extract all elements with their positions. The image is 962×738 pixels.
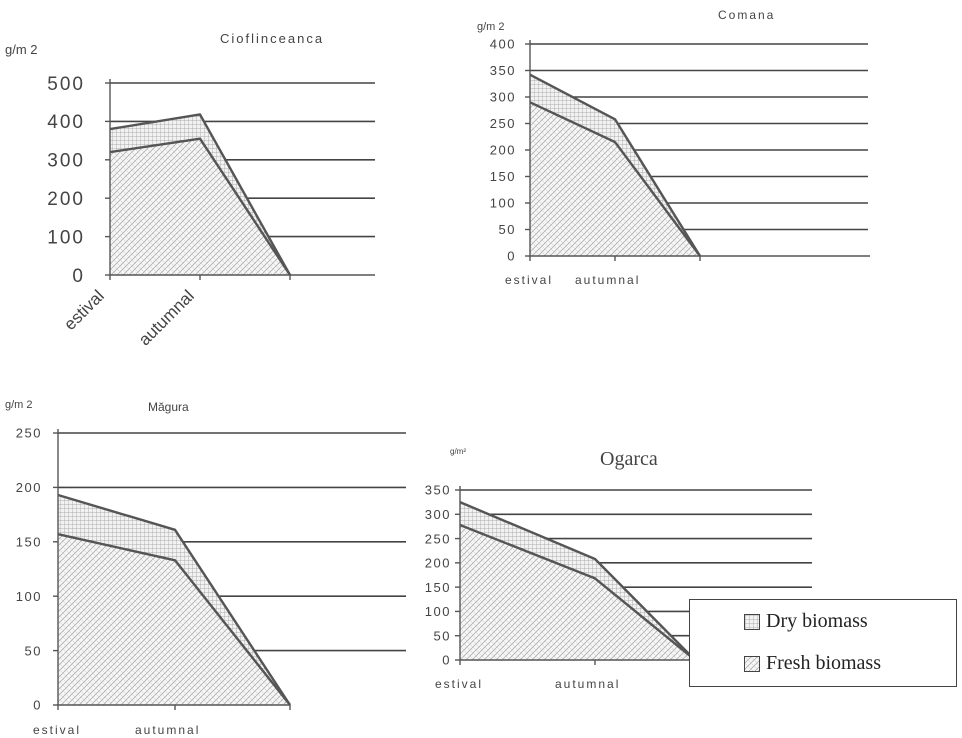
dry-biomass-line — [459, 501, 696, 661]
y-tick-label: 300 — [47, 151, 85, 172]
dry-biomass-area — [460, 502, 695, 660]
y-axis-label: g/m 2 — [477, 21, 505, 33]
y-tick-label: 250 — [16, 426, 42, 441]
y-tick-label: 400 — [47, 112, 85, 133]
y-tick-label: 200 — [47, 189, 85, 210]
y-tick-label: 0 — [33, 698, 42, 713]
x-category-label: autumnal — [135, 286, 198, 349]
chart-cioflinceanca: 0 100 200 300 400 500 estival autumnal Cioflince… — [5, 31, 375, 349]
y-tick-label: 350 — [490, 63, 516, 78]
chart-title: Cioflinceanca — [220, 31, 324, 46]
dry-biomass-line — [57, 493, 292, 706]
x-category-label: estival — [33, 723, 81, 737]
chart-comana: 0 50 100 150 200 250 300 350 400 estival autumnal C… — [477, 8, 870, 287]
y-tick-label: 500 — [47, 74, 85, 95]
chart-title: Comana — [718, 8, 775, 22]
y-tick-label: 50 — [499, 222, 516, 237]
fresh-biomass-line — [57, 533, 291, 706]
dry-biomass-area — [530, 74, 700, 257]
y-tick-label: 50 — [434, 628, 451, 643]
dry-biomass-line — [109, 113, 292, 276]
y-tick-label: 200 — [425, 556, 451, 571]
y-axis-label: g/m 2 — [5, 399, 33, 411]
y-tick-label: 400 — [490, 37, 516, 52]
y-tick-label: 100 — [16, 589, 42, 604]
fresh-biomass-area — [530, 102, 700, 256]
y-tick-label: 100 — [47, 227, 85, 248]
y-tick-label: 0 — [442, 653, 451, 668]
dry-biomass-line — [529, 73, 702, 257]
x-category-label: estival — [505, 273, 553, 287]
y-tick-label: 250 — [490, 116, 516, 131]
dry-biomass-area — [58, 495, 290, 705]
x-category-label: autumnal — [135, 723, 200, 737]
y-tick-label: 300 — [425, 507, 451, 522]
y-tick-label: 150 — [16, 534, 42, 549]
y-axis-label: g/m² — [450, 447, 466, 456]
fresh-biomass-line — [109, 137, 292, 276]
chart-title: Măgura — [148, 400, 189, 414]
legend: Dry biomass Fresh biomass — [689, 599, 957, 687]
dry-swatch — [744, 613, 760, 630]
y-tick-label: 300 — [490, 90, 516, 105]
fresh-swatch — [744, 655, 760, 672]
fresh-biomass-line — [459, 523, 696, 661]
legend-label-fresh: Fresh biomass — [766, 652, 881, 674]
legend-label-dry: Dry biomass — [766, 610, 868, 632]
x-category-label: autumnal — [575, 273, 640, 287]
fresh-biomass-line — [529, 101, 701, 257]
y-tick-label: 100 — [425, 604, 451, 619]
chart-magura: 0 50 100 150 200 250 estival autumnal Măgura g/m … — [5, 399, 406, 737]
y-tick-label: 250 — [425, 531, 451, 546]
y-tick-label: 350 — [425, 483, 451, 498]
chart-title: Ogarca — [600, 448, 658, 470]
y-axis-label: g/m 2 — [5, 42, 38, 57]
y-tick-label: 150 — [425, 580, 451, 595]
x-category-label: estival — [60, 286, 108, 334]
legend-item-dry: Dry biomass — [744, 610, 868, 633]
fresh-biomass-area — [58, 534, 290, 705]
y-tick-label: 0 — [72, 266, 85, 287]
x-category-label: autumnal — [555, 677, 620, 691]
chart-ogarca: 0 50 100 150 200 250 300 350 estival autumnal Ogar… — [425, 447, 812, 691]
dry-biomass-area — [110, 114, 290, 275]
y-tick-label: 100 — [490, 196, 516, 211]
y-tick-label: 0 — [507, 249, 516, 264]
legend-item-fresh: Fresh biomass — [744, 652, 881, 675]
y-tick-label: 150 — [490, 169, 516, 184]
fresh-biomass-area — [460, 524, 695, 660]
y-tick-label: 200 — [490, 143, 516, 158]
y-tick-label: 50 — [25, 643, 42, 658]
y-tick-label: 200 — [16, 480, 42, 495]
fresh-biomass-area — [110, 138, 290, 275]
x-category-label: estival — [435, 677, 483, 691]
